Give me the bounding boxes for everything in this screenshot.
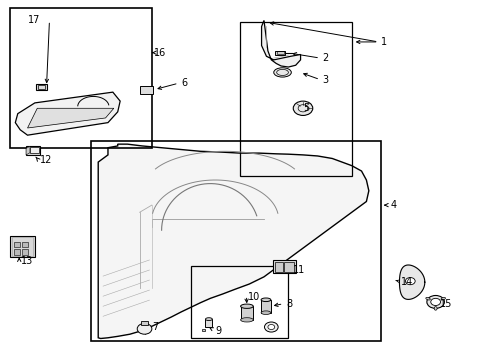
Circle shape [293, 101, 312, 116]
Bar [36, 84, 46, 90]
Text: 15: 15 [439, 299, 451, 309]
Bar [12, 237, 33, 256]
Polygon shape [399, 265, 424, 300]
Bar [274, 262, 282, 272]
Text: 7: 7 [152, 322, 158, 332]
Text: 1: 1 [380, 37, 386, 47]
Text: 3: 3 [322, 75, 328, 85]
Ellipse shape [240, 304, 253, 309]
Text: 2: 2 [322, 53, 328, 63]
Bar [261, 300, 270, 313]
Circle shape [264, 322, 278, 332]
Polygon shape [27, 108, 114, 128]
Bar [239, 22, 351, 176]
Bar [276, 51, 283, 54]
Ellipse shape [261, 311, 270, 315]
Text: 10: 10 [248, 292, 260, 302]
Text: 6: 6 [181, 78, 187, 88]
Bar [30, 147, 39, 153]
Bar [240, 306, 253, 320]
Text: 11: 11 [293, 265, 305, 275]
Text: 16: 16 [154, 48, 166, 58]
Circle shape [137, 323, 152, 334]
Bar [274, 51, 285, 55]
Text: 12: 12 [40, 155, 52, 165]
Bar [272, 260, 296, 273]
Bar [26, 146, 40, 155]
Bar [205, 319, 212, 327]
Bar [14, 242, 20, 247]
Bar [141, 321, 148, 325]
Ellipse shape [273, 68, 291, 77]
Ellipse shape [433, 307, 436, 310]
Bar [38, 85, 44, 89]
Bar [14, 249, 20, 255]
Bar [284, 262, 294, 272]
Circle shape [426, 296, 444, 309]
Bar [22, 242, 28, 247]
Ellipse shape [205, 318, 212, 320]
Ellipse shape [261, 298, 270, 302]
Bar [190, 266, 288, 338]
Bar [201, 329, 205, 331]
Ellipse shape [240, 318, 253, 322]
Bar [140, 86, 153, 94]
Circle shape [267, 324, 274, 329]
Text: 14: 14 [400, 277, 412, 287]
Text: 13: 13 [21, 256, 33, 266]
Circle shape [430, 298, 440, 306]
Bar [10, 8, 152, 148]
Text: 5: 5 [303, 103, 308, 113]
Bar [10, 235, 35, 257]
Polygon shape [15, 92, 120, 135]
Text: 8: 8 [285, 299, 291, 309]
Ellipse shape [425, 297, 429, 300]
Bar [22, 249, 28, 255]
Polygon shape [98, 144, 368, 338]
Ellipse shape [440, 297, 445, 300]
Text: 4: 4 [390, 200, 396, 210]
Bar [91, 140, 380, 341]
Circle shape [405, 278, 414, 285]
Text: 17: 17 [27, 15, 40, 26]
Polygon shape [26, 146, 30, 155]
Polygon shape [261, 21, 300, 67]
Text: 9: 9 [215, 325, 221, 336]
